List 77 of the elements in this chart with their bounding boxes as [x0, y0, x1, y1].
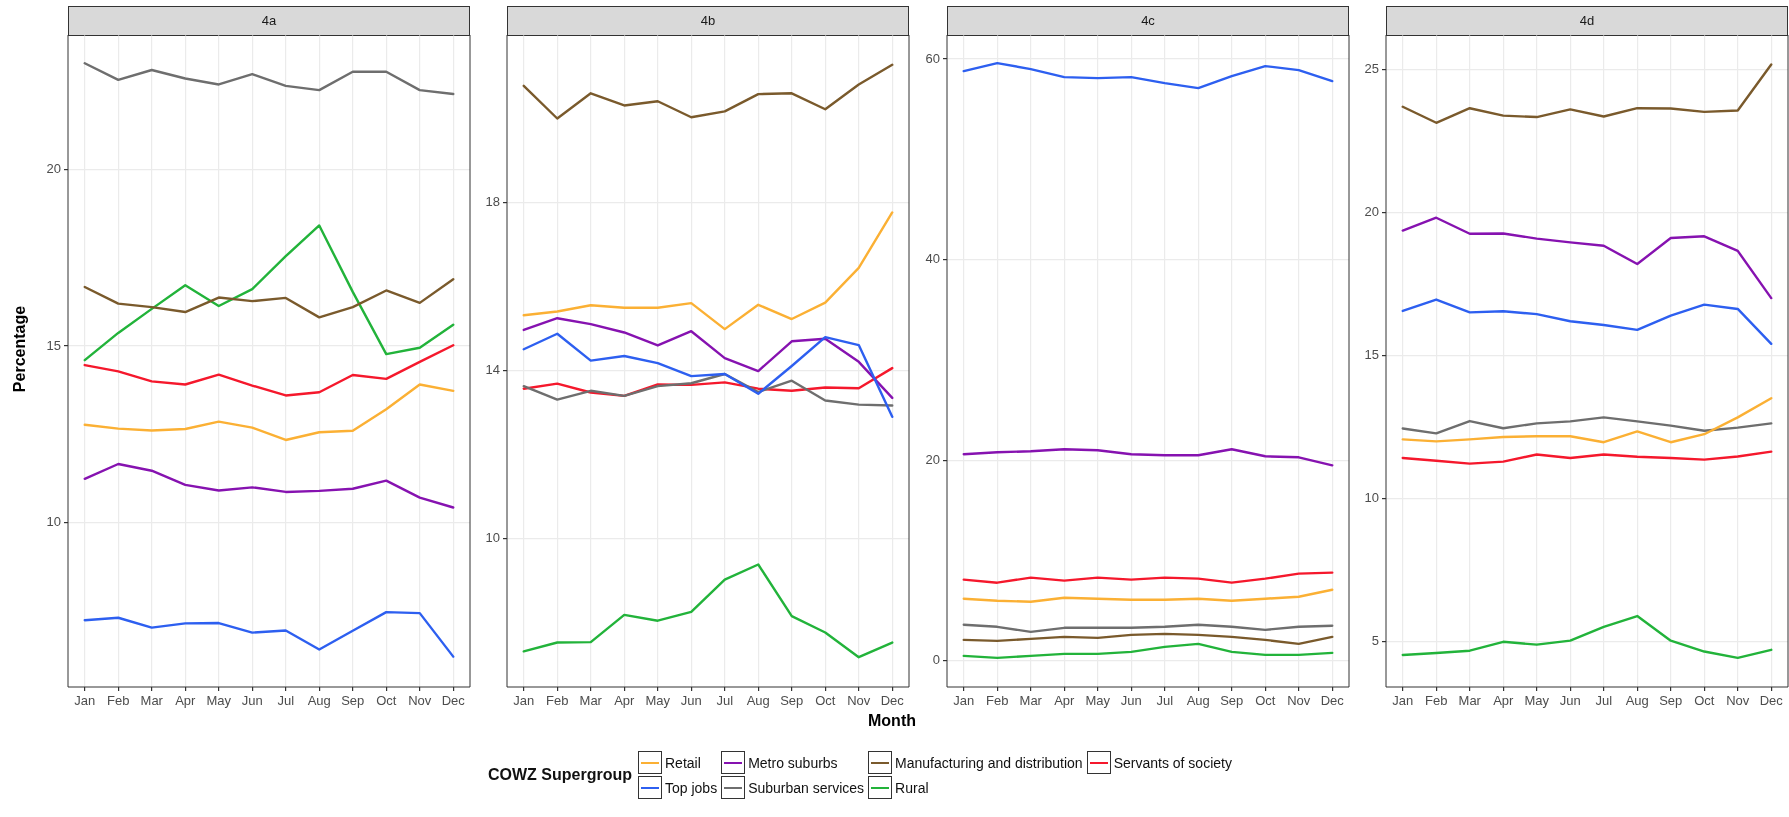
y-tick-label: 15: [46, 337, 61, 353]
x-tick-label: Mar: [1458, 693, 1482, 709]
x-tick-label: Aug: [1186, 693, 1210, 709]
x-tick-label: Feb: [986, 693, 1009, 709]
y-tick-label: 14: [485, 362, 500, 378]
x-tick-label: Jan: [513, 693, 535, 709]
x-tick-label: Aug: [307, 693, 331, 709]
x-tick-label: Apr: [1054, 693, 1076, 709]
legend-label: Retail: [664, 754, 701, 771]
x-tick-label: Jul: [1595, 693, 1613, 709]
y-axis-title: Percentage: [11, 304, 29, 395]
x-tick-label: Sep: [341, 693, 365, 709]
y-tick-label: 20: [46, 160, 61, 176]
x-tick-label: Dec: [1320, 693, 1345, 709]
legend-label: Manufacturing and distribution: [895, 754, 1083, 771]
x-tick-label: Jun: [1559, 693, 1581, 709]
x-tick-label: Apr: [1493, 693, 1515, 709]
legend-label: Metro suburbs: [748, 754, 838, 771]
x-tick-label: Dec: [441, 693, 466, 709]
x-tick-label: Jun: [1120, 693, 1142, 709]
x-tick-label: Sep: [1220, 693, 1244, 709]
x-tick-label: Jun: [241, 693, 263, 709]
y-tick-label: 40: [925, 251, 940, 267]
legend-label: Top jobs: [664, 779, 718, 796]
chart-title: 4b: [507, 6, 909, 36]
x-tick-label: May: [1085, 693, 1111, 709]
x-tick-label: Mar: [140, 693, 164, 709]
x-tick-label: Oct: [376, 693, 397, 709]
y-tick-label: 10: [1364, 489, 1379, 505]
x-tick-label: Nov: [408, 693, 432, 709]
x-tick-label: Jun: [680, 693, 702, 709]
chart-title: 4c: [947, 6, 1349, 36]
x-axis-title: Month: [867, 712, 916, 730]
x-tick-label: Nov: [1287, 693, 1311, 709]
chart-title: 4d: [1386, 6, 1788, 36]
y-tick-label: 10: [46, 514, 61, 530]
x-tick-label: Sep: [1659, 693, 1683, 709]
x-tick-label: Oct: [1255, 693, 1276, 709]
y-tick-label: 5: [1371, 632, 1379, 648]
x-tick-label: Dec: [880, 693, 905, 709]
x-tick-label: Feb: [107, 693, 130, 709]
x-tick-label: Apr: [614, 693, 636, 709]
x-tick-label: Nov: [1726, 693, 1750, 709]
y-tick-label: 25: [1364, 60, 1379, 76]
x-tick-label: Feb: [546, 693, 569, 709]
x-tick-label: May: [645, 693, 671, 709]
y-tick-label: 0: [932, 652, 940, 668]
x-tick-label: Jan: [1392, 693, 1414, 709]
x-tick-label: Jan: [953, 693, 975, 709]
x-tick-label: Feb: [1425, 693, 1448, 709]
y-tick-label: 10: [485, 530, 500, 546]
x-tick-label: Oct: [1694, 693, 1715, 709]
y-tick-label: 18: [485, 194, 500, 210]
x-tick-label: Aug: [746, 693, 770, 709]
x-tick-label: Jul: [1156, 693, 1174, 709]
x-tick-label: Sep: [780, 693, 804, 709]
x-tick-label: Jul: [716, 693, 734, 709]
y-tick-label: 20: [1364, 203, 1379, 219]
legend-title: COWZ Supergroup: [488, 766, 632, 784]
y-tick-label: 15: [1364, 346, 1379, 362]
x-tick-label: Dec: [1759, 693, 1784, 709]
chart-title: 4a: [68, 6, 470, 36]
y-tick-label: 20: [925, 451, 940, 467]
x-tick-label: Jan: [74, 693, 96, 709]
x-tick-label: May: [1524, 693, 1550, 709]
x-tick-label: Aug: [1625, 693, 1649, 709]
legend-label: Rural: [895, 779, 929, 796]
legend-label: Servants of society: [1113, 754, 1232, 771]
legend-label: Suburban services: [748, 779, 865, 796]
y-tick-label: 60: [925, 50, 940, 66]
x-tick-label: Oct: [815, 693, 836, 709]
x-tick-label: Mar: [1019, 693, 1043, 709]
x-tick-label: Mar: [579, 693, 603, 709]
x-tick-label: Apr: [175, 693, 197, 709]
x-tick-label: Nov: [847, 693, 871, 709]
x-tick-label: May: [206, 693, 232, 709]
x-tick-label: Jul: [277, 693, 295, 709]
